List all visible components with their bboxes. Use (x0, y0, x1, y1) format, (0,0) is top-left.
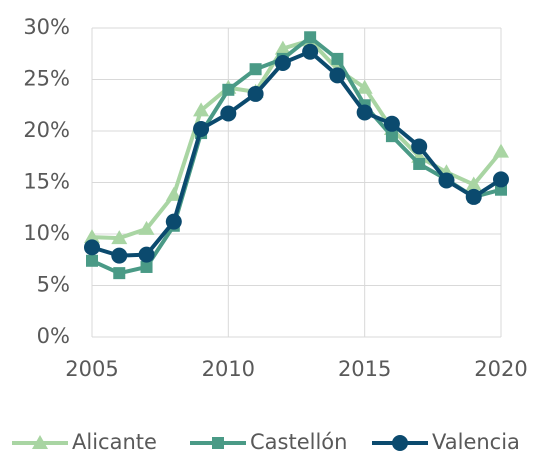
marker (138, 246, 155, 263)
marker (111, 247, 128, 264)
x-tick-label: 2010 (202, 357, 255, 381)
marker (411, 138, 428, 155)
marker (222, 83, 235, 96)
series (84, 43, 509, 264)
y-tick-label: 15% (23, 170, 70, 194)
legend-item: Castellón (190, 430, 347, 454)
y-tick-label: 0% (37, 324, 70, 348)
marker (465, 188, 482, 205)
marker (86, 254, 98, 267)
series (86, 31, 507, 280)
marker (302, 43, 319, 60)
y-tick-label: 30% (23, 15, 70, 39)
line (91, 49, 503, 258)
legend-item: Alicante (12, 430, 157, 454)
marker (193, 120, 210, 137)
marker (212, 437, 224, 449)
marker (274, 55, 291, 72)
marker (304, 31, 317, 44)
legend-label: Valencia (432, 430, 520, 454)
marker (329, 67, 346, 84)
marker (493, 171, 509, 188)
marker (84, 229, 100, 244)
marker (32, 435, 48, 449)
y-tick-label: 25% (23, 67, 70, 91)
x-tick-label: 2005 (65, 357, 118, 381)
marker (438, 172, 455, 189)
marker (140, 260, 153, 273)
marker (165, 213, 182, 230)
marker (385, 130, 398, 143)
line (91, 35, 502, 276)
y-tick-label: 5% (37, 273, 70, 297)
marker (356, 104, 373, 121)
marker (331, 52, 344, 65)
marker (413, 157, 426, 170)
x-tick-label: 2015 (338, 357, 391, 381)
marker (193, 102, 210, 117)
y-tick-label: 10% (23, 221, 70, 245)
y-tick-label: 20% (23, 118, 70, 142)
marker (392, 435, 408, 451)
legend-label: Castellón (250, 430, 347, 454)
marker (356, 79, 373, 94)
marker (249, 63, 262, 76)
x-tick-label: 2020 (474, 357, 527, 381)
legend-item: Valencia (372, 430, 520, 454)
marker (493, 143, 509, 158)
marker (465, 176, 482, 191)
marker (111, 230, 128, 245)
line (91, 38, 503, 241)
marker (220, 105, 237, 122)
marker (113, 267, 126, 280)
series (84, 32, 509, 245)
marker (165, 186, 182, 201)
legend-label: Alicante (72, 430, 157, 454)
marker (138, 220, 155, 235)
marker (247, 85, 264, 102)
marker (274, 40, 291, 55)
marker (383, 115, 400, 132)
marker (84, 239, 100, 256)
